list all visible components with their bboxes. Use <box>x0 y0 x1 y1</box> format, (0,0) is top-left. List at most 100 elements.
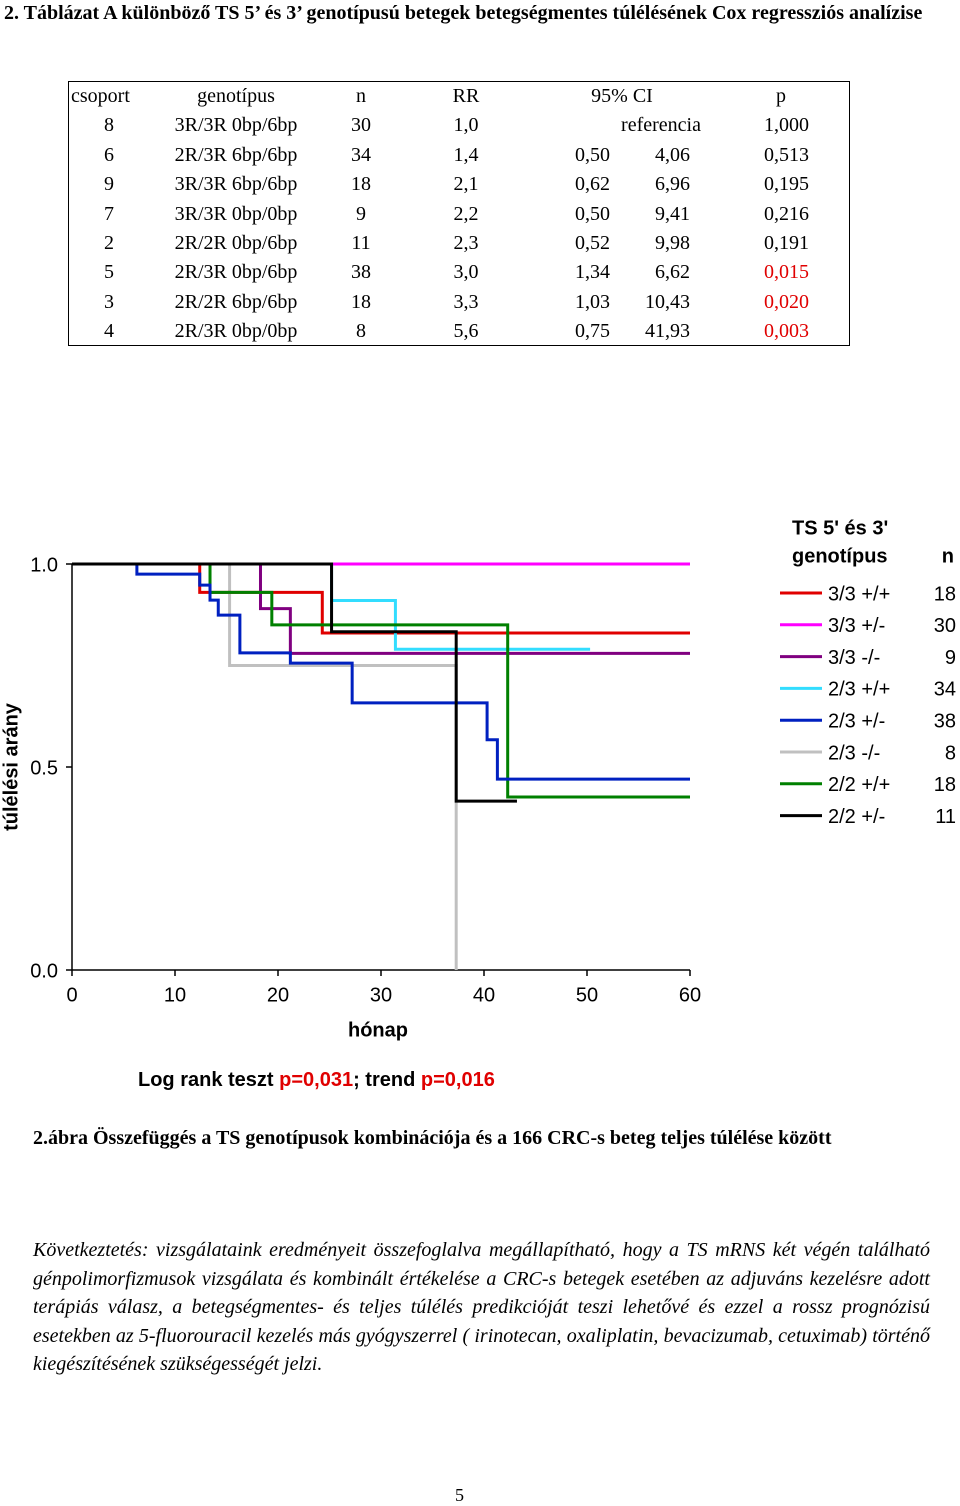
table-cell: 41,93 <box>645 320 690 343</box>
table-row: 5 2R/3R 0bp/6bp 38 3,0 1,34 6,62 0,015 <box>69 258 849 287</box>
survival-curve <box>72 562 690 799</box>
table-cell: 38 <box>351 261 371 284</box>
legend-n: 8 <box>945 742 956 764</box>
table-cell: 1,4 <box>453 143 479 166</box>
table-cell: 9,98 <box>655 232 690 254</box>
table-cell: 6,62 <box>655 261 690 284</box>
table-cell: 0,50 <box>575 202 610 225</box>
table-cell: 3R/3R 6bp/6bp <box>174 173 298 196</box>
survival-curve <box>72 562 690 655</box>
table-cell: 6 <box>104 143 114 166</box>
x-tick-label: 40 <box>473 984 495 1006</box>
x-tick-label: 50 <box>576 984 598 1006</box>
legend-label: 2/2 +/+ <box>828 774 890 796</box>
x-axis-label: hónap <box>348 1019 408 1041</box>
table-row: 9 3R/3R 6bp/6bp 18 2,1 0,62 6,96 0,195 <box>69 170 849 199</box>
y-tick-label: 1.0 <box>30 554 58 576</box>
legend-label: 2/3 +/- <box>828 710 885 732</box>
legend-label: 3/3 -/- <box>828 647 880 669</box>
table-cell: 18 <box>351 173 371 196</box>
table-cell: 0,020 <box>764 290 809 313</box>
legend-title: genotípus <box>792 545 888 567</box>
table-cell: 11 <box>351 232 371 254</box>
table-cell: referencia <box>621 114 701 137</box>
table-title: 2. Táblázat A különböző TS 5’ és 3’ geno… <box>4 2 923 24</box>
table: csoport genotípus n RR 95% CI p 8 3R/3R 0bp/6bp… <box>68 81 850 346</box>
table-cell: 1,03 <box>575 290 610 313</box>
table-cell: 18 <box>351 290 371 313</box>
table-cell: 3 <box>104 290 114 313</box>
x-tick-label: 60 <box>679 984 701 1006</box>
table-cell: 2,2 <box>453 202 479 225</box>
header-cell: csoport <box>71 85 130 107</box>
legend-n: 18 <box>934 774 956 796</box>
legend-label: 3/3 +/+ <box>828 583 890 605</box>
survival-curve <box>72 562 517 803</box>
table-cell: 10,43 <box>645 290 690 313</box>
table-cell: 8 <box>356 320 366 343</box>
table-cell: 1,000 <box>764 114 809 137</box>
table-row: 2 2R/2R 0bp/6bp 11 2,3 0,52 9,98 0,191 <box>69 229 849 258</box>
annotation-part: p=0,016 <box>421 1069 495 1091</box>
table-cell: 3R/3R 0bp/0bp <box>174 202 298 225</box>
annotation-part: Log rank teszt <box>138 1069 279 1091</box>
y-tick-label: 0.5 <box>30 757 58 779</box>
table-cell: 1,0 <box>453 114 479 137</box>
legend-label: 2/2 +/- <box>828 806 885 828</box>
table-cell: 3,3 <box>453 290 479 313</box>
table-cell: 30 <box>351 114 371 137</box>
header-cell: p <box>776 85 786 107</box>
y-axis-label: túlélési arány <box>0 702 22 831</box>
header-cell: n <box>356 85 366 107</box>
table-cell: 5,6 <box>453 320 479 343</box>
legend-label: 2/3 -/- <box>828 742 880 764</box>
table-cell: 0,513 <box>764 143 809 166</box>
x-tick-label: 30 <box>370 984 392 1006</box>
conclusion: Következtetés: vizsgálataink eredményeit… <box>33 1239 930 1376</box>
legend-n: 18 <box>934 583 956 605</box>
table-cell: 9 <box>356 202 366 225</box>
table-cell: 2R/3R 6bp/6bp <box>174 143 298 166</box>
page-number: 5 <box>455 1485 464 1505</box>
legend-n-header: n <box>942 545 954 567</box>
table-cell: 3R/3R 0bp/6bp <box>174 114 298 137</box>
table-row: 6 2R/3R 6bp/6bp 34 1,4 0,50 4,06 0,513 <box>69 141 849 170</box>
table-cell: 4,06 <box>655 143 690 166</box>
table-cell: 2R/3R 0bp/6bp <box>174 261 298 284</box>
table-cell: 9,41 <box>655 202 690 225</box>
legend-n: 11 <box>935 806 956 828</box>
legend-n: 38 <box>934 710 956 732</box>
annotation-part: ; trend <box>353 1069 421 1091</box>
table-cell: 7 <box>104 202 114 225</box>
table-cell: 34 <box>351 143 371 166</box>
table-cell: 0,191 <box>764 232 809 254</box>
table-cell: 0,195 <box>764 173 809 196</box>
header-row: csoport genotípus n RR 95% CI p <box>69 82 849 111</box>
table-cell: 9 <box>104 173 114 196</box>
figure-caption: 2.ábra Összefüggés a TS genotípusok komb… <box>33 1127 832 1149</box>
table-row: 3 2R/2R 6bp/6bp 18 3,3 1,03 10,43 0,020 <box>69 288 849 317</box>
legend-label: 2/3 +/+ <box>828 679 890 701</box>
table-cell: 2R/2R 0bp/6bp <box>174 232 298 254</box>
x-tick-label: 20 <box>267 984 289 1006</box>
table-cell: 2,3 <box>453 232 479 254</box>
legend-title: TS 5' és 3' <box>792 517 888 539</box>
y-tick-label: 0.0 <box>30 960 58 982</box>
table-cell: 4 <box>104 320 114 343</box>
table-cell: 2,1 <box>453 173 479 196</box>
x-tick-label: 0 <box>66 984 77 1006</box>
legend-n: 9 <box>945 647 956 669</box>
table-cell: 2R/2R 6bp/6bp <box>174 290 298 313</box>
legend-n: 34 <box>934 679 956 701</box>
table-cell: 2R/3R 0bp/0bp <box>174 320 298 343</box>
table-cell: 6,96 <box>655 173 690 196</box>
header-cell: 95% CI <box>591 85 653 107</box>
table-cell: 0,62 <box>575 173 610 196</box>
log-rank-annotation: Log rank teszt p=0,031; trend p=0,016 <box>138 1069 495 1091</box>
table-cell: 0,003 <box>764 320 809 343</box>
header-cell: genotípus <box>197 85 275 107</box>
table-cell: 0,216 <box>764 202 809 225</box>
annotation-part: p=0,031 <box>279 1069 353 1091</box>
